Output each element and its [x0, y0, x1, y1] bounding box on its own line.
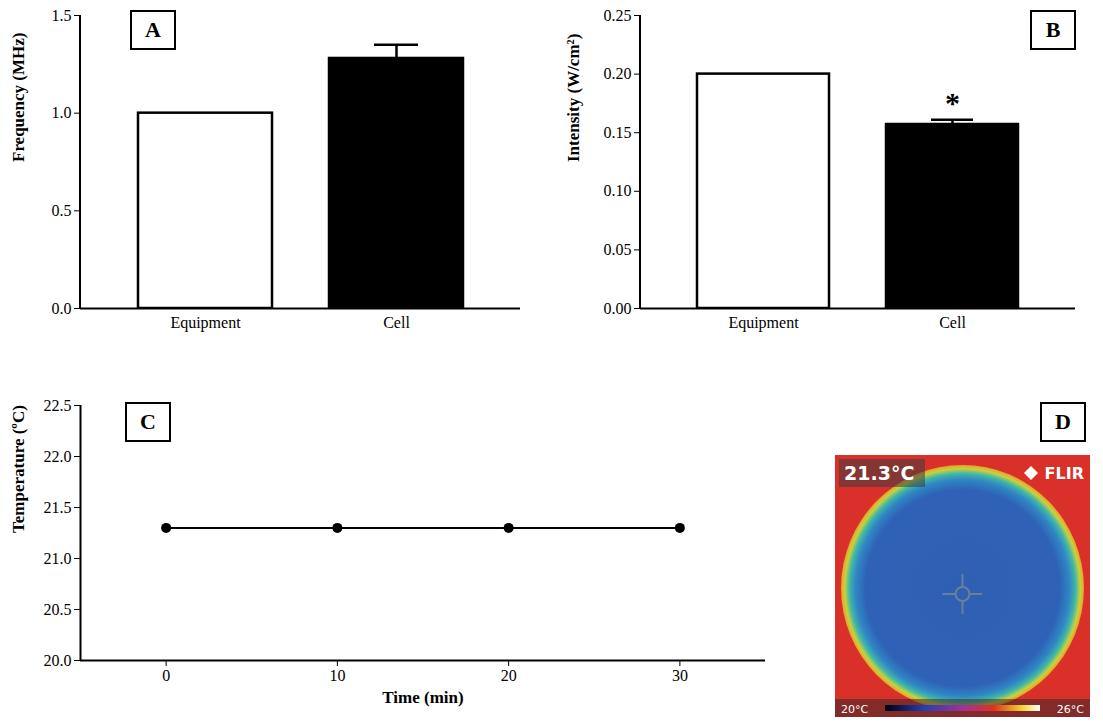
- svg-text:21.5: 21.5: [44, 499, 72, 516]
- svg-text:0.20: 0.20: [604, 65, 632, 82]
- svg-text:1.5: 1.5: [52, 7, 72, 24]
- svg-text:20°C: 20°C: [841, 703, 868, 716]
- svg-text:30: 30: [672, 667, 688, 684]
- svg-text:0.0: 0.0: [52, 300, 72, 317]
- svg-text:Cell: Cell: [383, 314, 410, 331]
- svg-text:10: 10: [329, 667, 345, 684]
- svg-text:Frequency (MHz): Frequency (MHz): [9, 32, 28, 162]
- svg-text:0.10: 0.10: [604, 182, 632, 199]
- svg-text:20.5: 20.5: [44, 601, 72, 618]
- html-text:B: B: [1045, 17, 1061, 42]
- svg-text:22.5: 22.5: [44, 397, 72, 414]
- svg-text:0.25: 0.25: [604, 7, 632, 24]
- html-text:D: D: [1055, 409, 1071, 434]
- svg-text:*: *: [945, 86, 960, 119]
- svg-text:0.5: 0.5: [52, 202, 72, 219]
- html-text:A: A: [145, 17, 161, 42]
- svg-text:20.0: 20.0: [44, 652, 72, 669]
- svg-text:1.0: 1.0: [52, 104, 72, 121]
- svg-text:Cell: Cell: [939, 314, 966, 331]
- svg-text:0.00: 0.00: [604, 300, 632, 317]
- svg-text:21.0: 21.0: [44, 550, 72, 567]
- html-text:C: C: [140, 409, 156, 434]
- svg-text:Temperature (ºC): Temperature (ºC): [9, 405, 28, 533]
- svg-text:0.15: 0.15: [604, 124, 632, 141]
- svg-text:Equipment: Equipment: [728, 314, 799, 332]
- svg-text:Intensity (W/cm²): Intensity (W/cm²): [564, 34, 583, 162]
- svg-text:26°C: 26°C: [1057, 703, 1084, 716]
- svg-text:21.3°C: 21.3°C: [844, 462, 914, 484]
- svg-text:Time (min): Time (min): [382, 688, 463, 707]
- svg-text:Equipment: Equipment: [170, 314, 241, 332]
- svg-text:0.05: 0.05: [604, 241, 632, 258]
- svg-text:FLIR: FLIR: [1045, 464, 1084, 483]
- svg-text:20: 20: [501, 667, 517, 684]
- svg-text:22.0: 22.0: [44, 448, 72, 465]
- svg-text:0: 0: [162, 667, 170, 684]
